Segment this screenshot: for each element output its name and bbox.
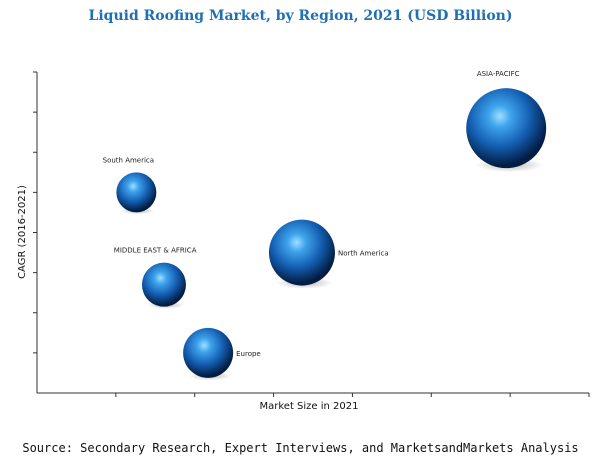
- bubble-middle-east-africa: [141, 262, 186, 307]
- bubble-labels: ASIA-PACIFC South America MIDDLE EAST & AF…: [103, 70, 520, 358]
- bubble-label-south-america: South America: [103, 156, 154, 164]
- bubbles: [116, 88, 547, 381]
- axes: [33, 71, 590, 397]
- bubble-label-asia-pacifc: ASIA-PACIFC: [477, 70, 520, 78]
- bubble-label-middle-east-africa: MIDDLE EAST & AFRICA: [114, 247, 197, 255]
- bubble-europe: [183, 327, 234, 378]
- bubble-south-america: [116, 172, 157, 213]
- y-axis-label: CAGR (2016-2021): [17, 185, 28, 279]
- bubble-label-north-america: North America: [338, 250, 389, 258]
- source-note: Source: Secondary Research, Expert Inter…: [22, 441, 579, 455]
- bubble-north-america: [268, 219, 335, 286]
- bubble-asia-pacifc: [466, 88, 547, 169]
- x-axis-label: Market Size in 2021: [259, 401, 358, 412]
- chart-title: Liquid Roofing Market, by Region, 2021 (…: [88, 8, 513, 24]
- bubble-label-europe: Europe: [236, 350, 261, 358]
